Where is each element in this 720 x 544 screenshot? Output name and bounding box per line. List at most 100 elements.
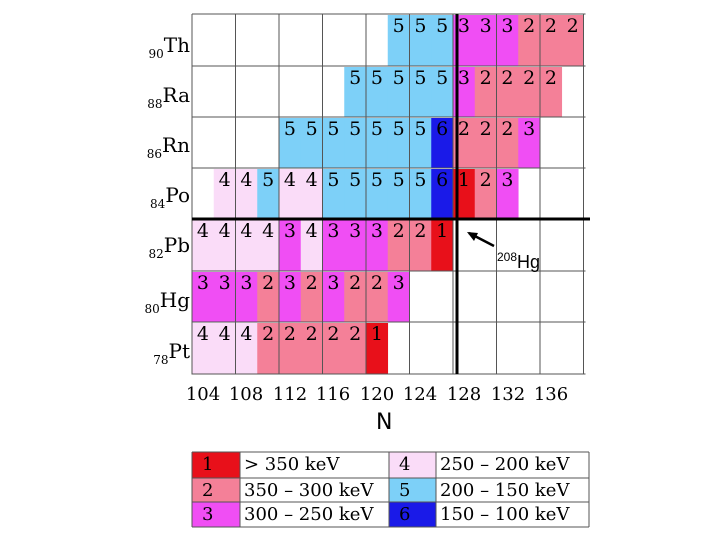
cell-value: 4 — [306, 220, 318, 242]
cell-fill — [300, 323, 323, 374]
cell-value: 5 — [371, 118, 383, 140]
cell-value: 2 — [393, 220, 405, 242]
n-tick-label: 108 — [229, 384, 263, 405]
cell-value: 5 — [349, 169, 361, 191]
cell-fill — [279, 323, 302, 374]
legend-swatch — [389, 452, 436, 478]
cell-fill — [496, 67, 519, 117]
cell-value: 5 — [393, 67, 405, 89]
cell-fill — [366, 118, 389, 168]
element-label: 90Th — [148, 33, 190, 61]
cell-value: 3 — [240, 272, 252, 294]
cell-fill — [213, 272, 236, 322]
cell-fill — [366, 67, 389, 117]
cell-fill — [474, 169, 497, 219]
cell-value: 3 — [371, 220, 383, 242]
legend-code: 1 — [202, 454, 213, 475]
element-label: 86Rn — [147, 133, 190, 161]
cell-value: 3 — [284, 272, 296, 294]
cell-fill — [453, 118, 476, 168]
cell-fill — [496, 15, 519, 66]
n-tick-label: 132 — [491, 384, 525, 405]
n-tick-label: 104 — [186, 384, 220, 405]
legend-range: > 350 keV — [244, 454, 340, 475]
cell-value: 1 — [458, 169, 470, 191]
cell-value: 3 — [219, 272, 231, 294]
legend-range: 350 – 300 keV — [244, 480, 374, 501]
cell-fill — [322, 220, 345, 271]
legend-swatch — [192, 502, 240, 527]
cell-value: 4 — [219, 220, 231, 242]
cell-fill — [344, 118, 367, 168]
cell-fill — [387, 272, 410, 322]
element-symbol: Pt — [168, 339, 191, 363]
cell-fill — [257, 220, 280, 271]
cell-fill — [366, 272, 389, 322]
cell-value: 3 — [480, 15, 492, 37]
cell-value: 5 — [414, 67, 426, 89]
legend-code: 6 — [399, 504, 410, 525]
cell-fill — [344, 272, 367, 322]
cell-fill — [192, 272, 215, 322]
cell-value: 2 — [349, 323, 361, 345]
cell-fill — [453, 169, 476, 219]
cell-fill — [453, 15, 476, 66]
atomic-number: 80 — [144, 302, 160, 316]
cell-fill — [344, 323, 367, 374]
cell-fill — [213, 169, 236, 219]
atomic-number: 82 — [148, 247, 164, 261]
cell-fill — [431, 118, 454, 168]
element-symbol: Ra — [162, 83, 190, 107]
cell-fill — [496, 169, 519, 219]
cell-value: 2 — [545, 15, 557, 37]
element-symbol: Rn — [162, 133, 190, 157]
cell-fill — [409, 15, 432, 66]
cell-value: 2 — [262, 323, 274, 345]
cell-value: 4 — [240, 323, 252, 345]
cell-value: 3 — [501, 169, 513, 191]
atomic-number: 86 — [146, 147, 163, 161]
legend-code: 3 — [202, 504, 213, 525]
cell-value: 4 — [219, 323, 231, 345]
cell-value: 5 — [414, 118, 426, 140]
cell-value: 2 — [349, 272, 361, 294]
legend-code: 5 — [399, 480, 410, 501]
cell-value: 1 — [436, 220, 448, 242]
cell-value: 3 — [458, 15, 470, 37]
cell-fill — [387, 67, 410, 117]
cell-value: 5 — [327, 118, 339, 140]
cell-value: 4 — [240, 220, 252, 242]
cell-fill — [409, 220, 432, 271]
cell-value: 2 — [501, 118, 513, 140]
cell-fill — [192, 323, 215, 374]
cell-value: 2 — [262, 272, 274, 294]
cell-fill — [344, 169, 367, 219]
cell-fill — [322, 323, 345, 374]
atomic-number: 90 — [148, 47, 164, 61]
cell-value: 5 — [306, 118, 318, 140]
atomic-number: 88 — [147, 97, 163, 111]
cell-fill — [387, 169, 410, 219]
cell-value: 3 — [197, 272, 209, 294]
legend-table: 1 > 350 keV 2 350 – 300 keV 3 300 – 250 keV 4 2… — [191, 451, 590, 528]
annotation-arrow — [467, 231, 495, 248]
cell-fill — [431, 15, 454, 66]
cell-value: 6 — [436, 169, 448, 191]
cell-fill — [322, 272, 345, 322]
cell-value: 5 — [349, 67, 361, 89]
cell-value: 4 — [284, 169, 296, 191]
cell-value: 5 — [371, 169, 383, 191]
element-label: 88Ra — [147, 83, 190, 111]
cell-fill — [387, 118, 410, 168]
cell-fill — [322, 118, 345, 168]
cell-value: 4 — [197, 323, 209, 345]
cell-fill — [540, 67, 563, 117]
cell-fill — [279, 118, 302, 168]
n-tick-label: 116 — [316, 384, 350, 405]
cell-fill — [474, 15, 497, 66]
element-symbol: Th — [163, 33, 190, 57]
cell-value: 2 — [458, 118, 470, 140]
cell-fill — [409, 169, 432, 219]
